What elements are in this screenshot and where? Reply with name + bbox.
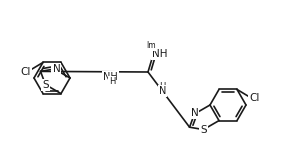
- Text: N: N: [53, 64, 60, 74]
- Text: H: H: [109, 77, 116, 86]
- Text: Im: Im: [147, 42, 156, 51]
- Text: Cl: Cl: [249, 93, 260, 103]
- Text: Cl: Cl: [20, 67, 31, 77]
- Text: S: S: [42, 80, 49, 90]
- Text: H: H: [160, 82, 166, 91]
- Text: N: N: [191, 108, 198, 118]
- Text: N: N: [159, 86, 166, 96]
- Text: NH: NH: [103, 72, 118, 82]
- Text: S: S: [200, 125, 207, 135]
- Text: NH: NH: [152, 49, 167, 59]
